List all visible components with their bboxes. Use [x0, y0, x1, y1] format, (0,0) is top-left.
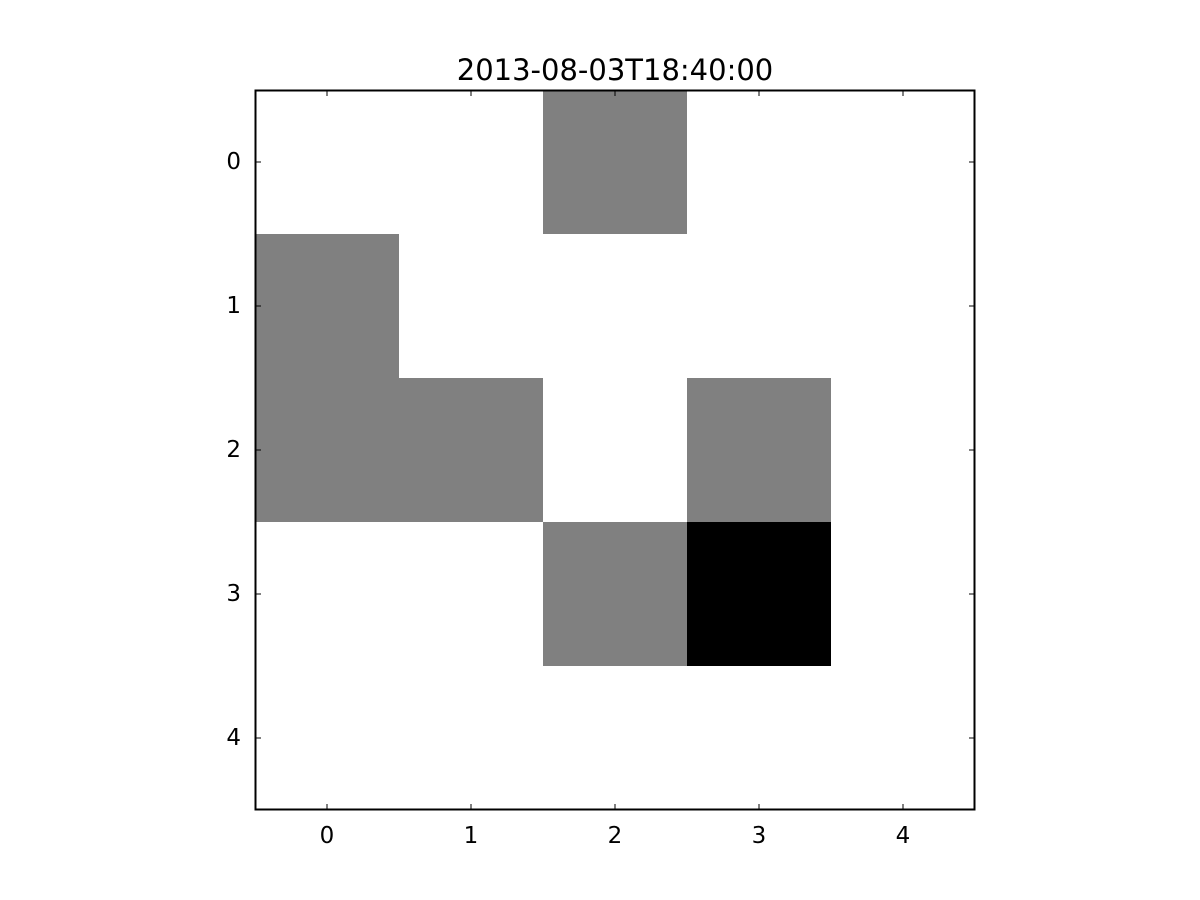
heatmap-cell-r3-c0: [255, 522, 400, 667]
heatmap-cell-r1-c4: [831, 234, 976, 379]
heatmap-cell-r1-c1: [399, 234, 544, 379]
heatmap-cell-r2-c0: [255, 378, 400, 523]
y-tick-label-0: 0: [226, 149, 241, 175]
chart-title: 2013-08-03T18:40:00: [457, 53, 774, 87]
heatmap-cell-r2-c1: [399, 378, 544, 523]
x-tick-label-1: 1: [464, 823, 479, 849]
heatmap-cell-r4-c3: [687, 666, 832, 811]
heatmap-cell-r0-c2: [543, 90, 688, 235]
heatmap-cell-r4-c4: [831, 666, 976, 811]
heatmap-cell-r0-c0: [255, 90, 400, 235]
y-tick-label-1: 1: [226, 293, 241, 319]
heatmap-cell-r3-c1: [399, 522, 544, 667]
heatmap-cell-r1-c2: [543, 234, 688, 379]
x-tick-label-0: 0: [320, 823, 335, 849]
heatmap-cell-r3-c3: [687, 522, 832, 667]
heatmap-cell-r2-c3: [687, 378, 832, 523]
x-tick-label-4: 4: [896, 823, 911, 849]
y-tick-label-3: 3: [226, 581, 241, 607]
heatmap-cell-r4-c0: [255, 666, 400, 811]
plot-frame: [254, 89, 976, 811]
heatmap-cell-r0-c1: [399, 90, 544, 235]
heatmap-cell-r0-c4: [831, 90, 976, 235]
heatmap-cells: [255, 90, 976, 811]
heatmap-cell-r4-c2: [543, 666, 688, 811]
heatmap-cell-r2-c2: [543, 378, 688, 523]
x-tick-label-3: 3: [752, 823, 767, 849]
heatmap-cell-r3-c4: [831, 522, 976, 667]
y-tick-label-2: 2: [226, 437, 241, 463]
y-tick-label-4: 4: [226, 725, 241, 751]
x-tick-label-2: 2: [608, 823, 623, 849]
heatmap-cell-r3-c2: [543, 522, 688, 667]
heatmap-cell-r0-c3: [687, 90, 832, 235]
heatmap-cell-r2-c4: [831, 378, 976, 523]
heatmap-cell-r1-c0: [255, 234, 400, 379]
heatmap-cell-r4-c1: [399, 666, 544, 811]
axis-tick-labels: 0 1 2 3 4 0 1 2 3 4: [226, 149, 910, 849]
heatmap-cell-r1-c3: [687, 234, 832, 379]
